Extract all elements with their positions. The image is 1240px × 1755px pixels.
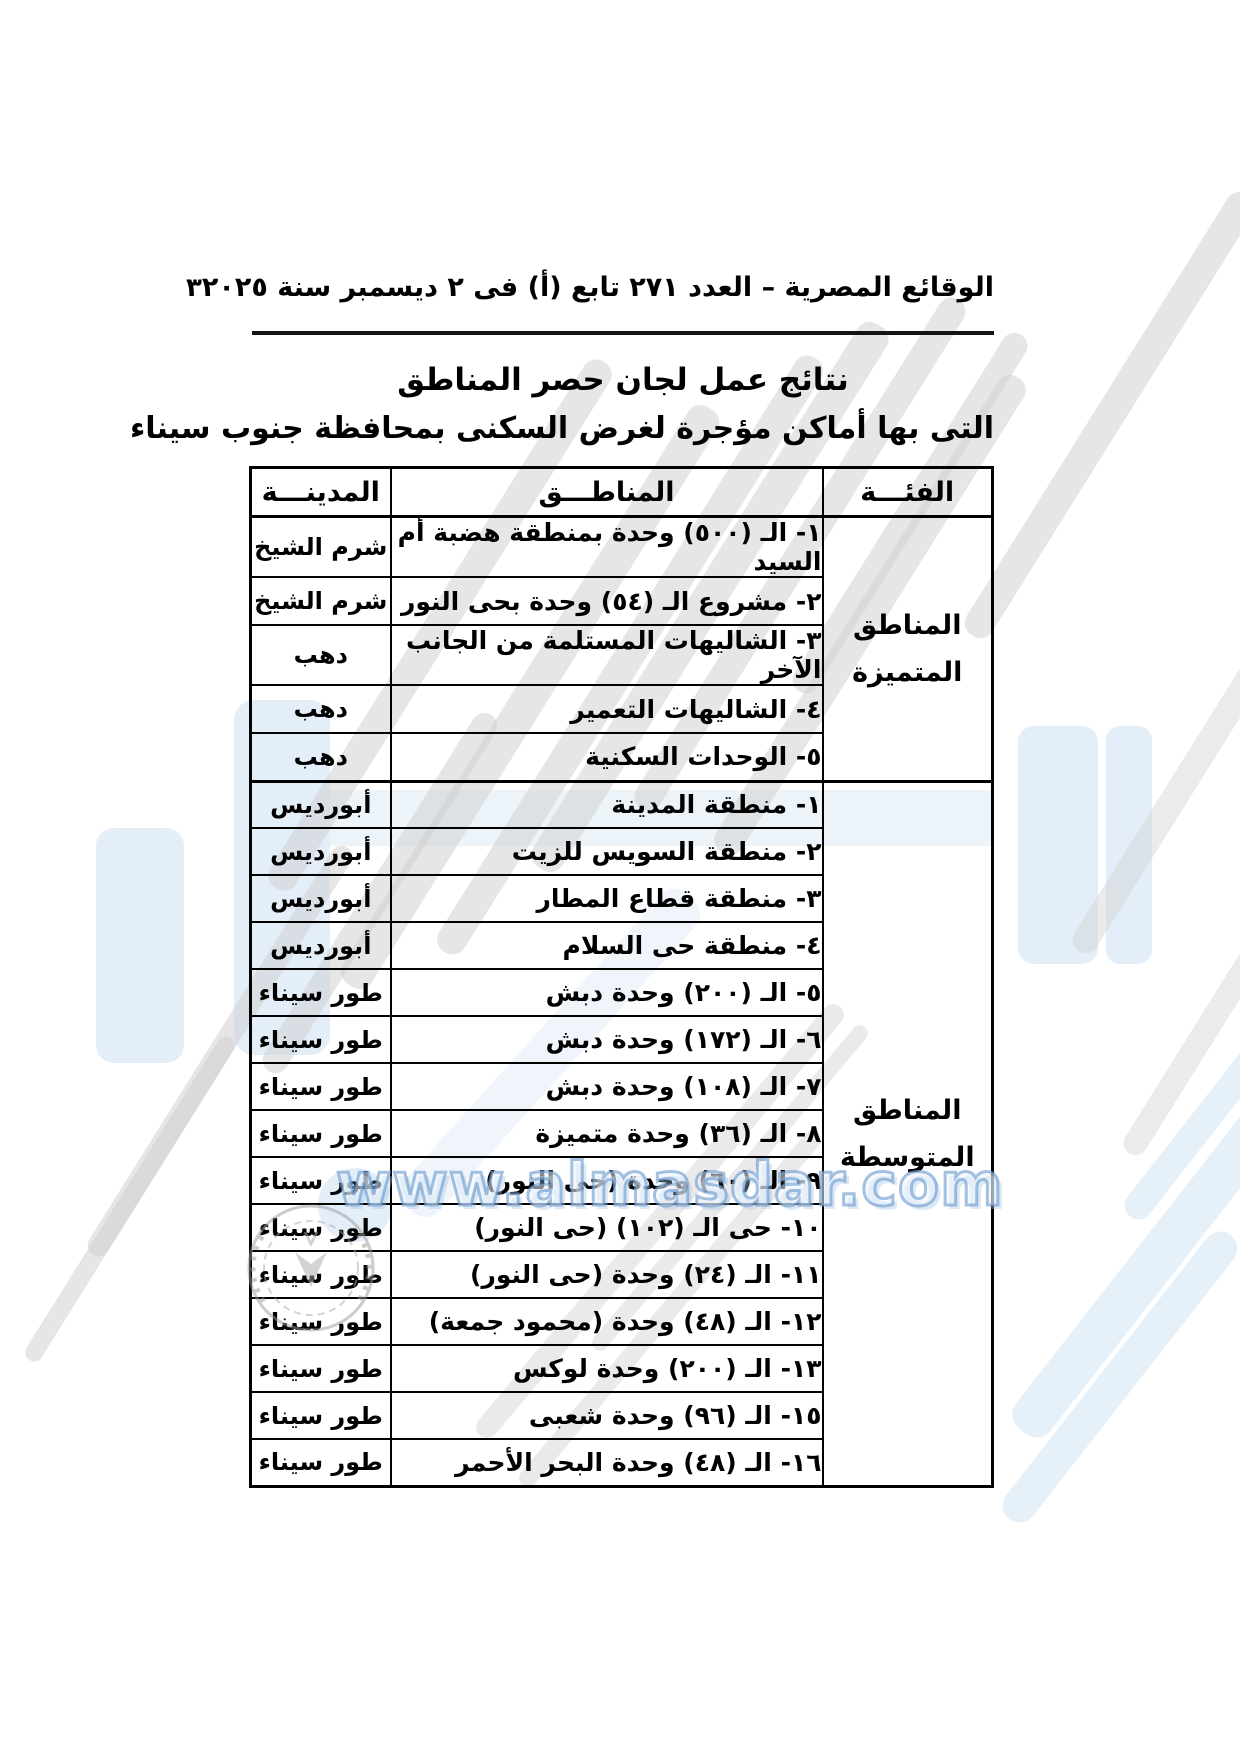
area-cell: ١٣- الـ (٢٠٠) وحدة لوكس [389, 1344, 824, 1393]
category-label-line1: المناطق [853, 609, 962, 641]
city-cell: شرم الشيخ [249, 515, 392, 578]
category-label-line2: المتميزة [852, 656, 963, 688]
area-cell: ٦- الـ (١٧٢) وحدة دبش [389, 1015, 824, 1064]
city-cell: شرم الشيخ [249, 576, 392, 626]
area-cell: ٧- الـ (١٠٨) وحدة دبش [389, 1062, 824, 1111]
city-cell: طور سيناء [249, 1015, 392, 1064]
area-cell: ٥- الـ (٢٠٠) وحدة دبش [389, 968, 824, 1017]
area-cell: ١٥- الـ (٩٦) وحدة شعبى [389, 1391, 824, 1440]
table-row: المناطق المتميزة ١- الـ (٥٠٠) وحدة بمنطقة … [249, 515, 994, 782]
masthead: الوقائع المصرية – العدد ٢٧١ تابع (أ) فى … [186, 272, 994, 303]
areas-table-wrapper: الفئـــة المناطـــق المدينـــة المناطق ال… [249, 466, 994, 1488]
area-cell: ٤- الشاليهات التعمير [389, 684, 824, 734]
document-title-line1: نتائج عمل لجان حصر المناطق [397, 362, 849, 398]
column-header-city: المدينـــة [249, 466, 392, 518]
city-cell: طور سيناء [249, 1250, 392, 1299]
column-header-category: الفئـــة [821, 466, 994, 518]
city-cell: طور سيناء [249, 1297, 392, 1346]
category-label-line2: المتوسطة [839, 1141, 975, 1173]
area-cell: ٤- منطقة حى السلام [389, 921, 824, 970]
category-cell: المناطق المتميزة [821, 515, 994, 782]
city-cell: أبورديس [249, 779, 392, 829]
city-cell: دهب [249, 684, 392, 734]
column-header-areas: المناطـــق [389, 466, 824, 518]
masthead-divider [252, 331, 994, 335]
area-cell: ٥- الوحدات السكنية [389, 732, 824, 782]
city-cell: طور سيناء [249, 1156, 392, 1205]
category-cell: المناطق المتوسطة [821, 779, 994, 1487]
area-cell: ٢- منطقة السويس للزيت [389, 827, 824, 876]
city-cell: أبورديس [249, 874, 392, 923]
area-cell: ١١- الـ (٢٤) وحدة (حى النور) [389, 1250, 824, 1299]
city-cell: طور سيناء [249, 1438, 392, 1487]
gazette-issue-line: الوقائع المصرية – العدد ٢٧١ تابع (أ) فى … [201, 272, 994, 303]
area-cell: ٣- الشاليهات المستلمة من الجانب الآخر [389, 624, 824, 686]
table-row: ١٥- الـ (٩٦) وحدة شعبى طور سيناء [249, 1391, 993, 1440]
area-cell: ٩- الـ (٦٠) وحدة (حى النور) [389, 1156, 824, 1205]
area-cell: ٨- الـ (٣٦) وحدة متميزة [389, 1109, 824, 1158]
area-cell: ٢- مشروع الـ (٥٤) وحدة بحى النور [389, 576, 824, 626]
area-cell: ١٦- الـ (٤٨) وحدة البحر الأحمر [389, 1438, 824, 1487]
table-row: المناطق المتوسطة ١- منطقة المدينة أبورديس [249, 779, 994, 1487]
area-cell: ٣- منطقة قطاع المطار [389, 874, 824, 923]
area-cell: ١٢- الـ (٤٨) وحدة (محمود جمعة) [389, 1297, 824, 1346]
city-cell: طور سيناء [249, 968, 392, 1017]
areas-table: الفئـــة المناطـــق المدينـــة المناطق ال… [249, 466, 994, 1488]
table-row: ١٣- الـ (٢٠٠) وحدة لوكس طور سيناء [249, 1344, 993, 1393]
area-cell: ١- الـ (٥٠٠) وحدة بمنطقة هضبة أم السيد [389, 515, 824, 578]
city-cell: طور سيناء [249, 1109, 392, 1158]
city-cell: دهب [249, 624, 392, 686]
area-cell: ١- منطقة المدينة [389, 779, 824, 829]
city-cell: طور سيناء [249, 1344, 392, 1393]
category-label-line1: المناطق [853, 1094, 962, 1126]
document-title-line2: التى بها أماكن مؤجرة لغرض السكنى بمحافظة… [129, 411, 994, 446]
city-cell: دهب [249, 732, 392, 782]
city-cell: طور سيناء [249, 1062, 392, 1111]
page-number: ٣ [186, 272, 202, 303]
table-header-row: الفئـــة المناطـــق المدينـــة [249, 466, 994, 518]
city-cell: طور سيناء [249, 1203, 392, 1252]
area-cell: ١٠- حى الـ (١٠٢) (حى النور) [389, 1203, 824, 1252]
table-row: ١٦- الـ (٤٨) وحدة البحر الأحمر طور سيناء [249, 1438, 993, 1487]
city-cell: طور سيناء [249, 1391, 392, 1440]
city-cell: أبورديس [249, 827, 392, 876]
city-cell: أبورديس [249, 921, 392, 970]
